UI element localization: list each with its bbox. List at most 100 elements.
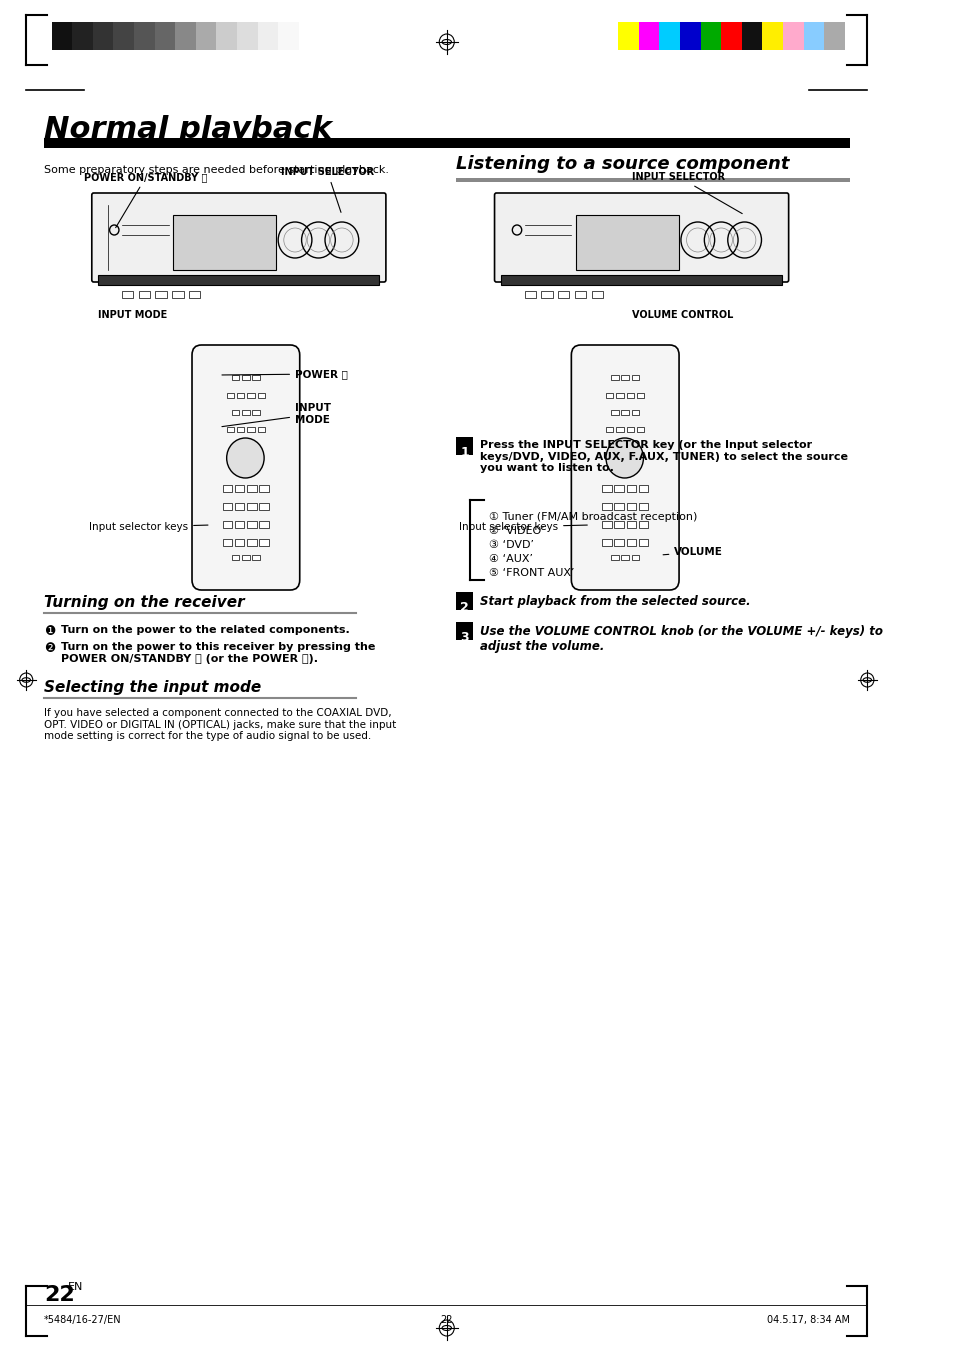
- Text: Listening to a source component: Listening to a source component: [456, 155, 789, 173]
- Text: INPUT MODE: INPUT MODE: [98, 309, 168, 320]
- Bar: [253, 376, 259, 380]
- Bar: [626, 521, 636, 528]
- Bar: [637, 393, 643, 399]
- Bar: [232, 409, 239, 415]
- Bar: [631, 409, 639, 415]
- Bar: [234, 485, 244, 492]
- Bar: [611, 409, 618, 415]
- Bar: [620, 376, 628, 380]
- Text: ③ ‘DVD’: ③ ‘DVD’: [488, 540, 534, 550]
- Text: ② ‘VIDEO’: ② ‘VIDEO’: [488, 526, 544, 536]
- Bar: [236, 393, 244, 399]
- Text: 2: 2: [459, 601, 469, 613]
- Bar: [601, 521, 611, 528]
- Bar: [122, 290, 132, 299]
- Bar: [138, 290, 150, 299]
- Bar: [154, 22, 175, 50]
- FancyBboxPatch shape: [91, 193, 386, 282]
- Bar: [227, 427, 233, 432]
- Bar: [155, 290, 167, 299]
- Bar: [247, 393, 254, 399]
- Bar: [639, 521, 647, 528]
- Bar: [761, 22, 782, 50]
- Bar: [456, 592, 473, 611]
- Bar: [620, 555, 628, 561]
- Bar: [247, 521, 256, 528]
- Text: Turn on the power to this receiver by pressing the
POWER ON/STANDBY ⏻ (or the PO: Turn on the power to this receiver by pr…: [61, 642, 375, 663]
- Bar: [823, 22, 844, 50]
- Bar: [639, 485, 647, 492]
- Bar: [242, 409, 250, 415]
- Bar: [626, 393, 634, 399]
- Bar: [223, 521, 232, 528]
- Bar: [278, 22, 298, 50]
- Bar: [626, 485, 636, 492]
- Bar: [113, 22, 133, 50]
- Bar: [540, 290, 552, 299]
- Bar: [639, 503, 647, 509]
- Circle shape: [227, 438, 264, 478]
- Bar: [173, 215, 276, 270]
- Text: Normal playback: Normal playback: [44, 115, 332, 145]
- Bar: [614, 503, 623, 509]
- Bar: [639, 539, 647, 546]
- Bar: [631, 376, 639, 380]
- Bar: [257, 427, 265, 432]
- Bar: [611, 555, 618, 561]
- Bar: [558, 290, 569, 299]
- Bar: [614, 485, 623, 492]
- Bar: [259, 485, 269, 492]
- Bar: [232, 376, 239, 380]
- Bar: [44, 138, 848, 149]
- Text: 04.5.17, 8:34 AM: 04.5.17, 8:34 AM: [765, 1315, 848, 1325]
- Bar: [626, 539, 636, 546]
- Bar: [637, 427, 643, 432]
- Bar: [614, 539, 623, 546]
- Bar: [92, 22, 113, 50]
- Bar: [189, 290, 200, 299]
- Bar: [700, 22, 720, 50]
- Text: 22: 22: [44, 1285, 74, 1305]
- Text: Use the VOLUME CONTROL knob (or the VOLUME +/- keys) to
adjust the volume.: Use the VOLUME CONTROL knob (or the VOLU…: [479, 626, 882, 653]
- Text: INPUT SELECTOR: INPUT SELECTOR: [632, 172, 741, 213]
- Text: Turn on the power to the related components.: Turn on the power to the related compone…: [61, 626, 349, 635]
- Bar: [456, 178, 848, 182]
- Bar: [500, 276, 781, 285]
- Bar: [247, 503, 256, 509]
- Bar: [227, 393, 233, 399]
- Text: 22: 22: [440, 1315, 453, 1325]
- Bar: [51, 22, 72, 50]
- Bar: [259, 503, 269, 509]
- Bar: [720, 22, 741, 50]
- Bar: [223, 503, 232, 509]
- Text: ❷: ❷: [44, 642, 55, 655]
- Text: VOLUME CONTROL: VOLUME CONTROL: [632, 309, 733, 320]
- Bar: [253, 555, 259, 561]
- Bar: [576, 215, 679, 270]
- Bar: [133, 22, 154, 50]
- Bar: [620, 409, 628, 415]
- Text: INPUT SELECTOR: INPUT SELECTOR: [281, 168, 374, 212]
- Bar: [601, 539, 611, 546]
- Text: POWER ⏻: POWER ⏻: [222, 369, 348, 380]
- Bar: [616, 427, 623, 432]
- Bar: [659, 22, 679, 50]
- Bar: [216, 22, 236, 50]
- Bar: [802, 22, 823, 50]
- Bar: [524, 290, 536, 299]
- Bar: [98, 276, 379, 285]
- Bar: [611, 376, 618, 380]
- FancyBboxPatch shape: [571, 345, 679, 590]
- Bar: [456, 621, 473, 640]
- Bar: [257, 22, 278, 50]
- Bar: [639, 22, 659, 50]
- Bar: [614, 521, 623, 528]
- Bar: [601, 503, 611, 509]
- Bar: [631, 555, 639, 561]
- Bar: [72, 22, 92, 50]
- Bar: [253, 409, 259, 415]
- Bar: [259, 521, 269, 528]
- Bar: [195, 22, 216, 50]
- Bar: [172, 290, 183, 299]
- Bar: [626, 427, 634, 432]
